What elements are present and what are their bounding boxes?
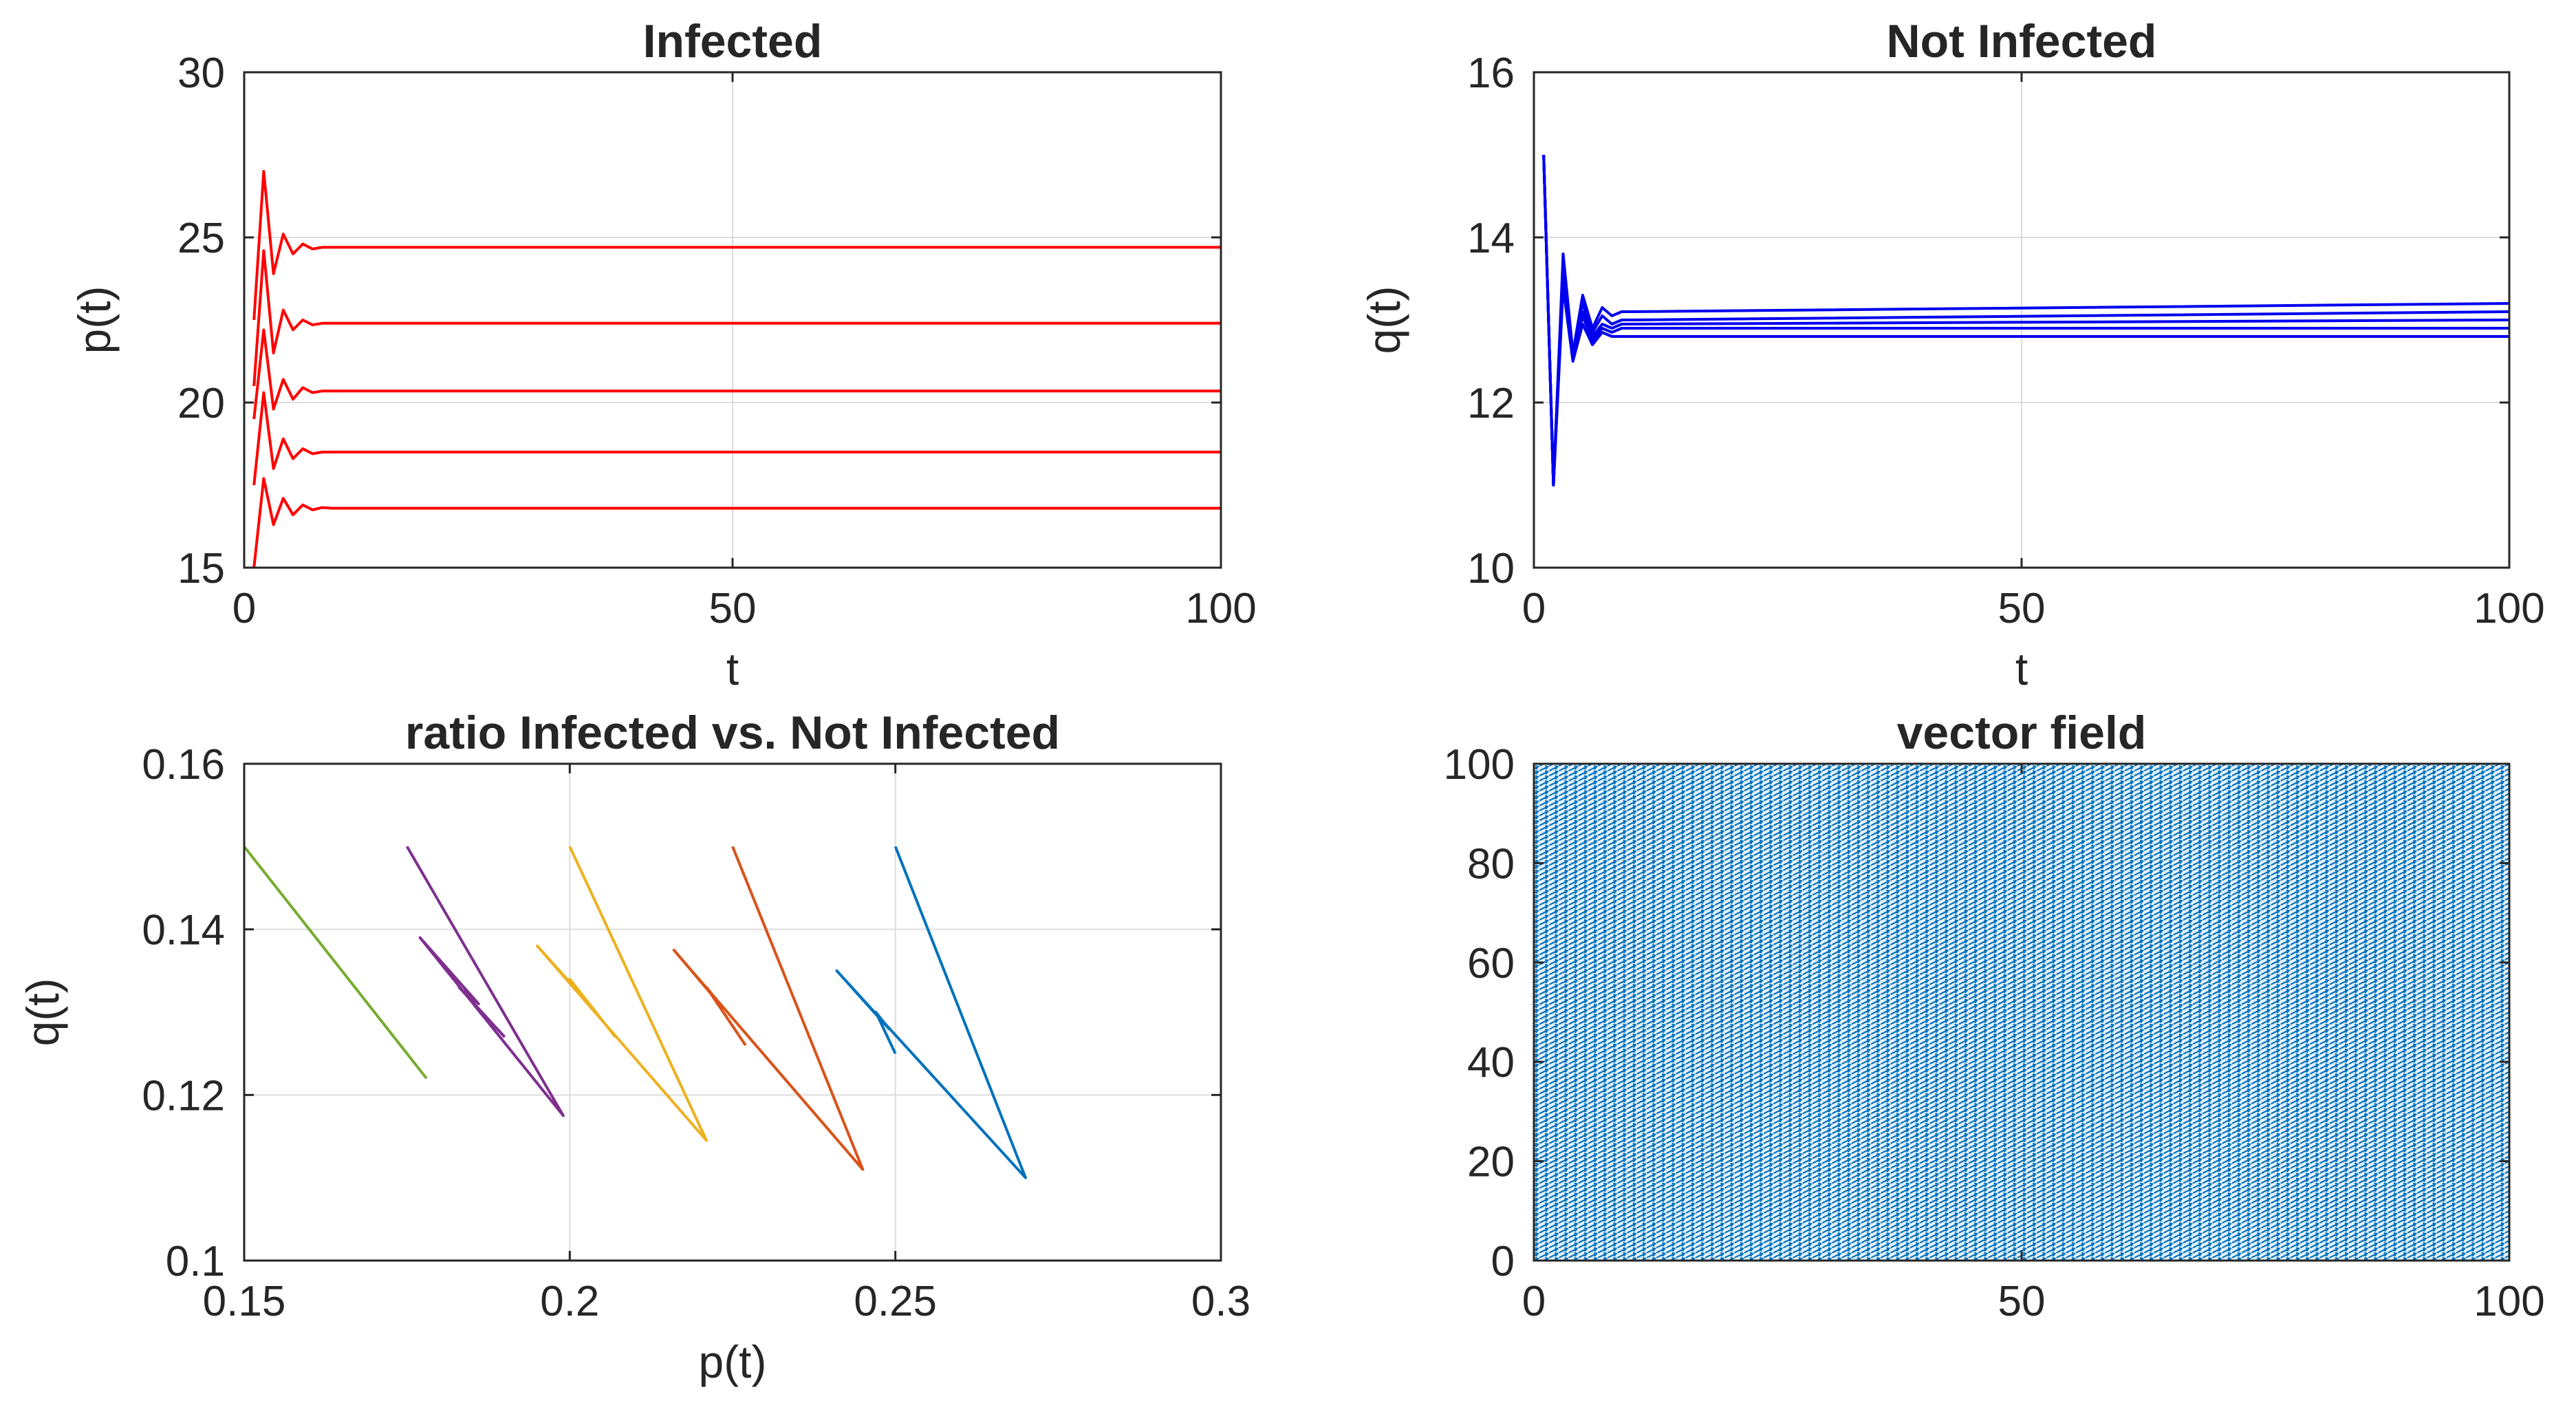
x-tick-label: 0 bbox=[1522, 585, 1546, 632]
chart-title: ratio Infected vs. Not Infected bbox=[405, 707, 1060, 759]
x-tick-label: 100 bbox=[2474, 585, 2544, 632]
series-line bbox=[835, 846, 1027, 1179]
x-tick-label: 0.15 bbox=[203, 1278, 286, 1325]
x-tick-label: 0.3 bbox=[1191, 1278, 1251, 1325]
y-axis-label: q(t) bbox=[1359, 286, 1409, 354]
series-line bbox=[252, 170, 1221, 321]
series-line bbox=[252, 249, 1221, 387]
plot-area bbox=[1542, 154, 2509, 486]
series-line bbox=[252, 477, 1221, 568]
x-tick-label: 50 bbox=[1998, 1278, 2046, 1325]
x-axis-label: t bbox=[2015, 643, 2028, 694]
series-line bbox=[252, 391, 1221, 486]
series-line bbox=[1542, 154, 2509, 486]
y-tick-label: 0.12 bbox=[142, 1072, 225, 1120]
plot-area bbox=[1534, 764, 2509, 1261]
y-tick-label: 100 bbox=[1444, 741, 1515, 789]
y-tick-label: 30 bbox=[177, 50, 225, 97]
x-tick-label: 100 bbox=[2474, 1278, 2544, 1325]
y-tick-label: 12 bbox=[1467, 380, 1515, 427]
y-tick-label: 10 bbox=[1467, 545, 1515, 592]
series-line bbox=[244, 846, 428, 1080]
x-axis-label: t bbox=[726, 643, 739, 694]
vector-arrows bbox=[1534, 764, 2509, 1261]
axes-layer: 0 50 100 15 20 25 30 Infected t p(t) 0 50 100 10 12 14 1… bbox=[17, 15, 2545, 1387]
y-tick-label: 0.16 bbox=[142, 741, 225, 789]
axes-box bbox=[243, 762, 1222, 1262]
x-tick-label: 0.25 bbox=[854, 1278, 937, 1325]
y-axis-label: p(t) bbox=[69, 286, 120, 354]
chart-title: Not Infected bbox=[1887, 15, 2157, 67]
plot-area bbox=[252, 170, 1221, 568]
y-tick-label: 60 bbox=[1467, 940, 1515, 987]
series-line bbox=[405, 846, 565, 1117]
chart-infected: 0 50 100 15 20 25 30 Infected t p(t) bbox=[69, 15, 1257, 694]
x-tick-label: 50 bbox=[709, 585, 757, 632]
chart-ratio: 0.15 0.2 0.25 0.3 0.1 0.12 0.14 0.16 ratio Infec… bbox=[17, 707, 1251, 1387]
y-tick-label: 20 bbox=[1467, 1139, 1515, 1186]
x-tick-label: 50 bbox=[1998, 585, 2046, 632]
chart-title: vector field bbox=[1897, 707, 2147, 759]
y-tick-label: 14 bbox=[1467, 215, 1515, 262]
series-line bbox=[672, 846, 865, 1171]
y-tick-label: 0 bbox=[1491, 1238, 1515, 1285]
y-tick-label: 15 bbox=[177, 545, 225, 592]
chart-not-infected: 0 50 100 10 12 14 16 Not Infected t q(t) bbox=[1359, 15, 2545, 694]
y-tick-label: 80 bbox=[1467, 840, 1515, 888]
plot-area bbox=[244, 846, 1027, 1179]
chart-title: Infected bbox=[643, 15, 823, 67]
y-tick-label: 0.14 bbox=[142, 907, 225, 954]
x-tick-label: 0 bbox=[1522, 1278, 1546, 1325]
y-tick-label: 16 bbox=[1467, 50, 1515, 97]
series-line bbox=[536, 846, 708, 1142]
y-tick-label: 20 bbox=[177, 380, 225, 427]
y-tick-label: 25 bbox=[177, 215, 225, 262]
y-tick-label: 40 bbox=[1467, 1039, 1515, 1086]
y-axis-label: q(t) bbox=[17, 978, 68, 1047]
x-axis-label: p(t) bbox=[699, 1336, 767, 1387]
series-line bbox=[252, 328, 1221, 420]
y-tick-label: 0.1 bbox=[166, 1238, 225, 1285]
chart-vector-field: 0 50 100 0 20 40 60 80 100 vector field bbox=[1444, 707, 2545, 1325]
x-tick-label: 0.2 bbox=[540, 1278, 599, 1325]
x-tick-label: 0 bbox=[232, 585, 256, 632]
x-tick-label: 100 bbox=[1185, 585, 1256, 632]
